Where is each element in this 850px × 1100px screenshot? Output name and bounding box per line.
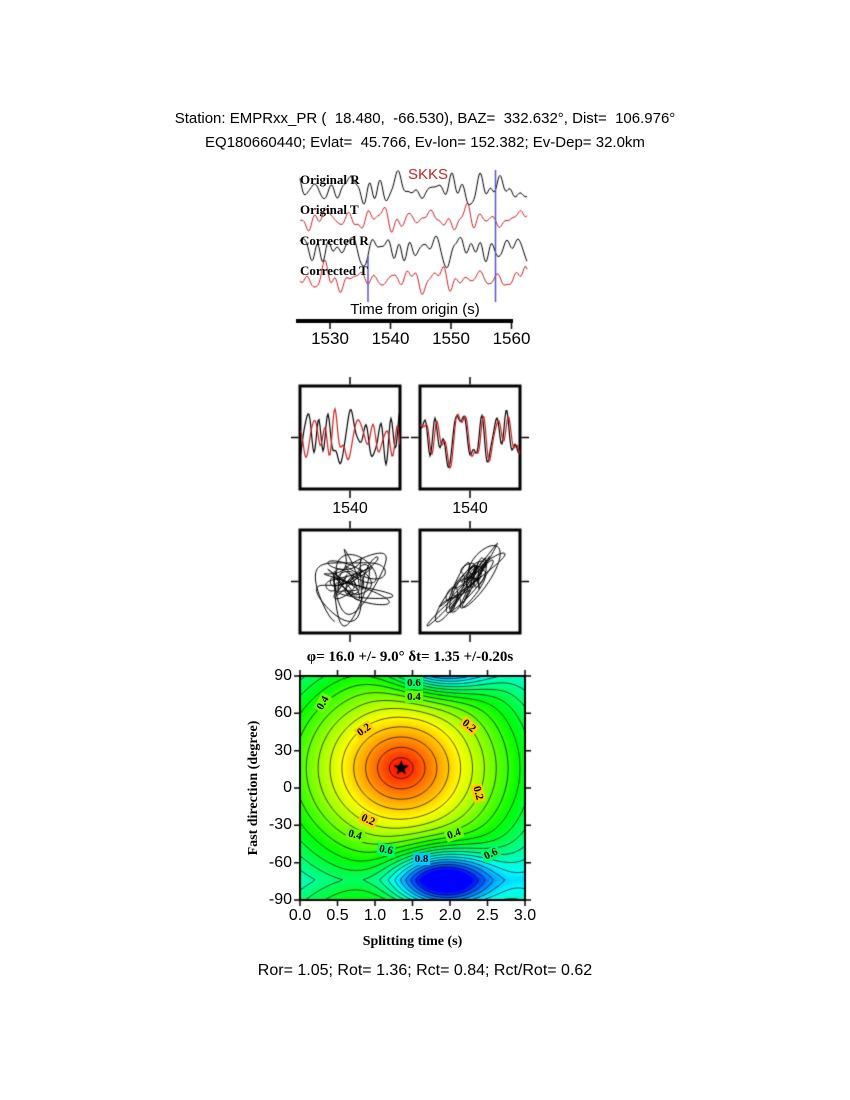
trace-label-corrected-t: Corrected T <box>300 263 368 278</box>
contour-inline-label: 0.4 <box>405 691 423 704</box>
contour-x-tick-label: 1.5 <box>401 907 424 924</box>
contour-inline-label: 0.8 <box>412 852 431 865</box>
contour-y-tick-label: 30 <box>274 741 292 759</box>
time-tick-label: 1550 <box>432 329 470 348</box>
contour-y-tick-label: 0 <box>283 779 292 796</box>
contour-y-tick-label: -90 <box>268 891 292 908</box>
contour-x-axis-label: Splitting time (s) <box>362 934 463 949</box>
time-axis-label: Time from origin (s) <box>350 301 480 318</box>
trace-label-original-r: Original R <box>300 172 360 187</box>
time-tick-label: 1530 <box>311 329 349 348</box>
contour-x-tick-label: 3.0 <box>513 907 537 924</box>
contour-x-tick-label: 0.5 <box>326 907 349 924</box>
contour-y-tick-label: 60 <box>274 704 292 722</box>
event-info-line: EQ180660440; Evlat= 45.766, Ev-lon= 152.… <box>205 134 645 151</box>
contour-y-tick-label: -60 <box>268 853 292 871</box>
time-tick-label: 1560 <box>492 329 531 348</box>
quality-ratios-line: Ror= 1.05; Rot= 1.36; Rct= 0.84; Rct/Rot… <box>257 962 593 979</box>
contour-inline-label: 0.6 <box>405 677 423 690</box>
contour-x-tick-label: 2.0 <box>438 907 462 924</box>
contour-title: φ= 16.0 +/- 9.0° δt= 1.35 +/-0.20s <box>306 649 514 665</box>
trace-label-corrected-r: Corrected R <box>300 233 369 248</box>
trace-label-original-t: Original T <box>300 202 359 217</box>
contour-x-tick-label: 1.0 <box>363 907 387 924</box>
contour-x-tick-label: 0.0 <box>288 907 312 924</box>
contour-y-tick-label: 90 <box>274 667 292 684</box>
phase-label: SKKS <box>408 166 449 183</box>
station-info-line: Station: EMPRxx_PR ( 18.480, -66.530), B… <box>174 110 676 127</box>
contour-x-tick-label: 2.5 <box>476 907 499 924</box>
time-tick-label: 1540 <box>371 329 410 348</box>
window-tick-right: 1540 <box>452 500 488 517</box>
contour-y-tick-label: -30 <box>268 816 292 834</box>
window-tick-left: 1540 <box>332 500 368 517</box>
